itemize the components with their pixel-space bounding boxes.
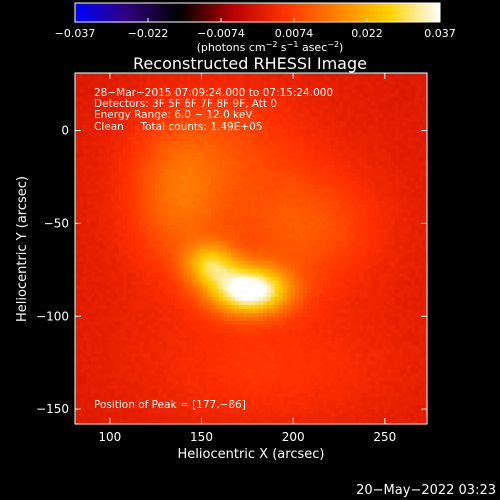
colorbar-tick-label: 0.0074 (275, 27, 314, 40)
colorbar-units-label: (photons cm−2 s−1 asec−2) (197, 40, 344, 54)
y-axis-ticks: 0 −50 −100 −150 (36, 124, 427, 416)
colorbar: −0.037 −0.022 −0.0074 0.0074 0.022 0.037 (pho… (55, 2, 456, 54)
annotation-detectors: Detectors: 3F 5F 6F 7F 8F 9F, Att 0 (94, 98, 277, 110)
colorbar-tick-label: −0.0074 (197, 27, 245, 40)
colorbar-ticks: −0.037 −0.022 −0.0074 0.0074 0.022 0.037 (55, 18, 456, 40)
colorbar-tick-label: −0.022 (128, 27, 169, 40)
x-tick-label: 100 (98, 430, 121, 444)
y-axis-label: Heliocentric Y (arcsec) (15, 176, 30, 322)
y-tick-label: 0 (61, 124, 69, 138)
colorbar-units-part: asec (298, 41, 327, 54)
x-axis-label: Heliocentric X (arcsec) (178, 447, 325, 462)
colorbar-tick-label: −0.037 (55, 27, 96, 40)
colorbar-gradient (74, 2, 441, 23)
y-tick-label: −100 (36, 309, 69, 323)
heatmap-container (75, 73, 427, 424)
plot-axes: 100 150 200 250 0 −50 −100 −150 (36, 72, 428, 444)
x-tick-label: 250 (373, 430, 396, 444)
colorbar-tick-label: 0.037 (424, 27, 456, 40)
peak-position-label: Position of Peak = [177,−86] (94, 399, 246, 411)
x-axis-ticks: 100 150 200 250 (98, 73, 396, 444)
colorbar-units-exp: −1 (287, 40, 299, 49)
chart-title: Reconstructed RHESSI Image (133, 54, 367, 73)
y-tick-label: −150 (36, 402, 69, 416)
heatmap-image (75, 73, 427, 424)
colorbar-units-part: ) (339, 41, 343, 54)
plot-frame (74, 72, 428, 425)
colorbar-units-exp: −2 (327, 40, 339, 49)
colorbar-tick-label: 0.022 (351, 27, 383, 40)
annotation-time-range: 28−Mar−2015 07:09:24.000 to 07:15:24.000 (94, 87, 333, 99)
annotation-clean-counts: Clean Total counts: 1.49E+05 (94, 121, 263, 133)
y-tick-label: −50 (44, 216, 69, 230)
annotation-energy-range: Energy Range: 6.0 − 12.0 keV (94, 109, 253, 121)
heatmap-canvas (75, 73, 427, 424)
colorbar-units-exp: −2 (266, 40, 278, 49)
colorbar-units-part: s (277, 41, 286, 54)
colorbar-units-part: (photons cm (197, 41, 266, 54)
footer-timestamp: 20−May−2022 03:23 (356, 483, 496, 498)
x-tick-label: 150 (190, 430, 213, 444)
annotations: 28−Mar−2015 07:09:24.000 to 07:15:24.000… (94, 87, 333, 411)
x-tick-label: 200 (282, 430, 305, 444)
